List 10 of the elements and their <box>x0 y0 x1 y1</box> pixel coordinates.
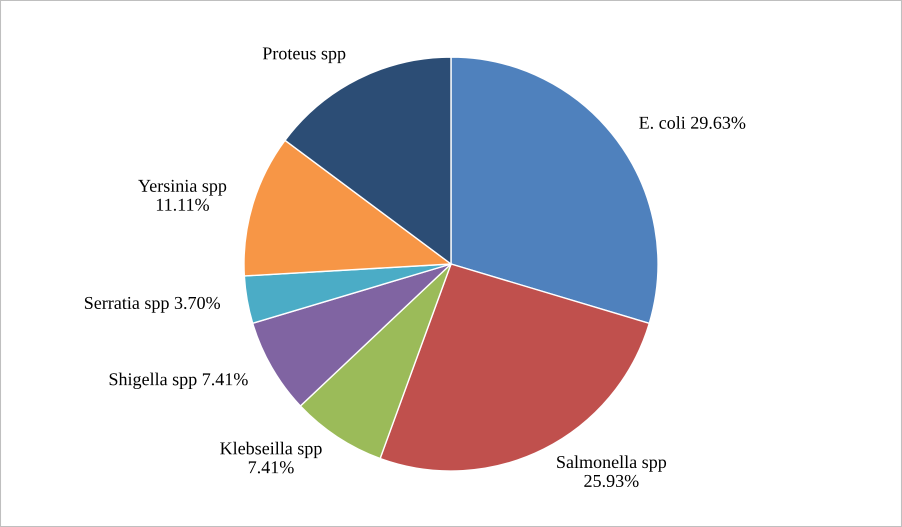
slice-label: Yersinia spp <box>138 180 226 196</box>
slice-label: Salmonella spp <box>557 455 666 472</box>
slice-label: Proteus spp <box>262 47 346 64</box>
slice-label: Shigella spp 7.41% <box>110 372 248 390</box>
slice-label: E. coli 29.63% <box>639 116 746 129</box>
data-label: 7.41% <box>248 461 294 474</box>
data-label: 11.11% <box>156 198 209 211</box>
slice-label: Serratia spp 3.70% <box>84 296 220 313</box>
slice-label: Klebseilla spp <box>220 442 322 458</box>
data-label: 25.93% <box>584 474 639 488</box>
